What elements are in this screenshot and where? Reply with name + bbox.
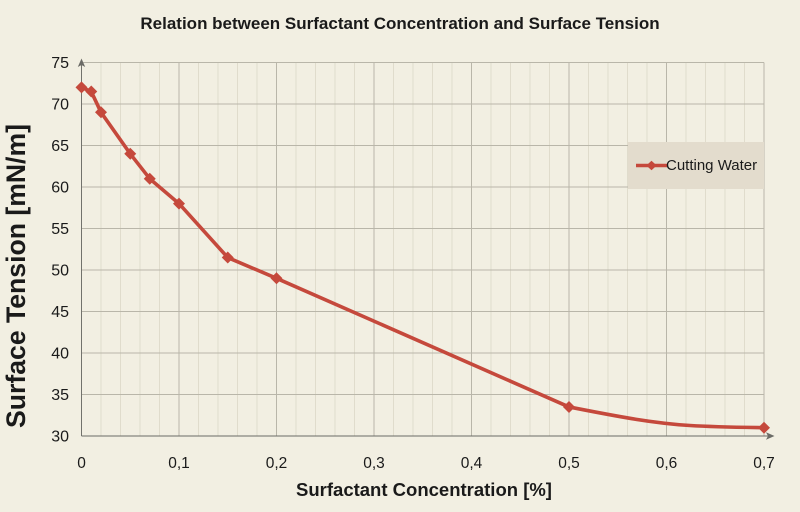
svg-text:50: 50	[51, 263, 69, 280]
svg-text:0,4: 0,4	[461, 455, 483, 472]
svg-text:75: 75	[51, 55, 69, 72]
svg-text:0: 0	[77, 455, 86, 472]
svg-text:70: 70	[51, 97, 69, 114]
svg-text:Surface Tension [mN/m]: Surface Tension [mN/m]	[1, 124, 31, 428]
svg-text:Surfactant Concentration [%]: Surfactant Concentration [%]	[296, 479, 552, 500]
svg-text:60: 60	[51, 180, 69, 197]
svg-text:30: 30	[51, 429, 69, 446]
svg-text:65: 65	[51, 138, 69, 155]
svg-text:0,7: 0,7	[753, 455, 775, 472]
svg-text:0,5: 0,5	[558, 455, 580, 472]
svg-text:0,3: 0,3	[363, 455, 385, 472]
svg-text:45: 45	[51, 304, 69, 321]
svg-text:0,6: 0,6	[656, 455, 678, 472]
svg-text:0,2: 0,2	[266, 455, 288, 472]
svg-text:55: 55	[51, 221, 69, 238]
svg-text:35: 35	[51, 387, 69, 404]
svg-text:40: 40	[51, 346, 69, 363]
svg-text:0,1: 0,1	[168, 455, 190, 472]
svg-text:Cutting Water: Cutting Water	[666, 157, 757, 174]
